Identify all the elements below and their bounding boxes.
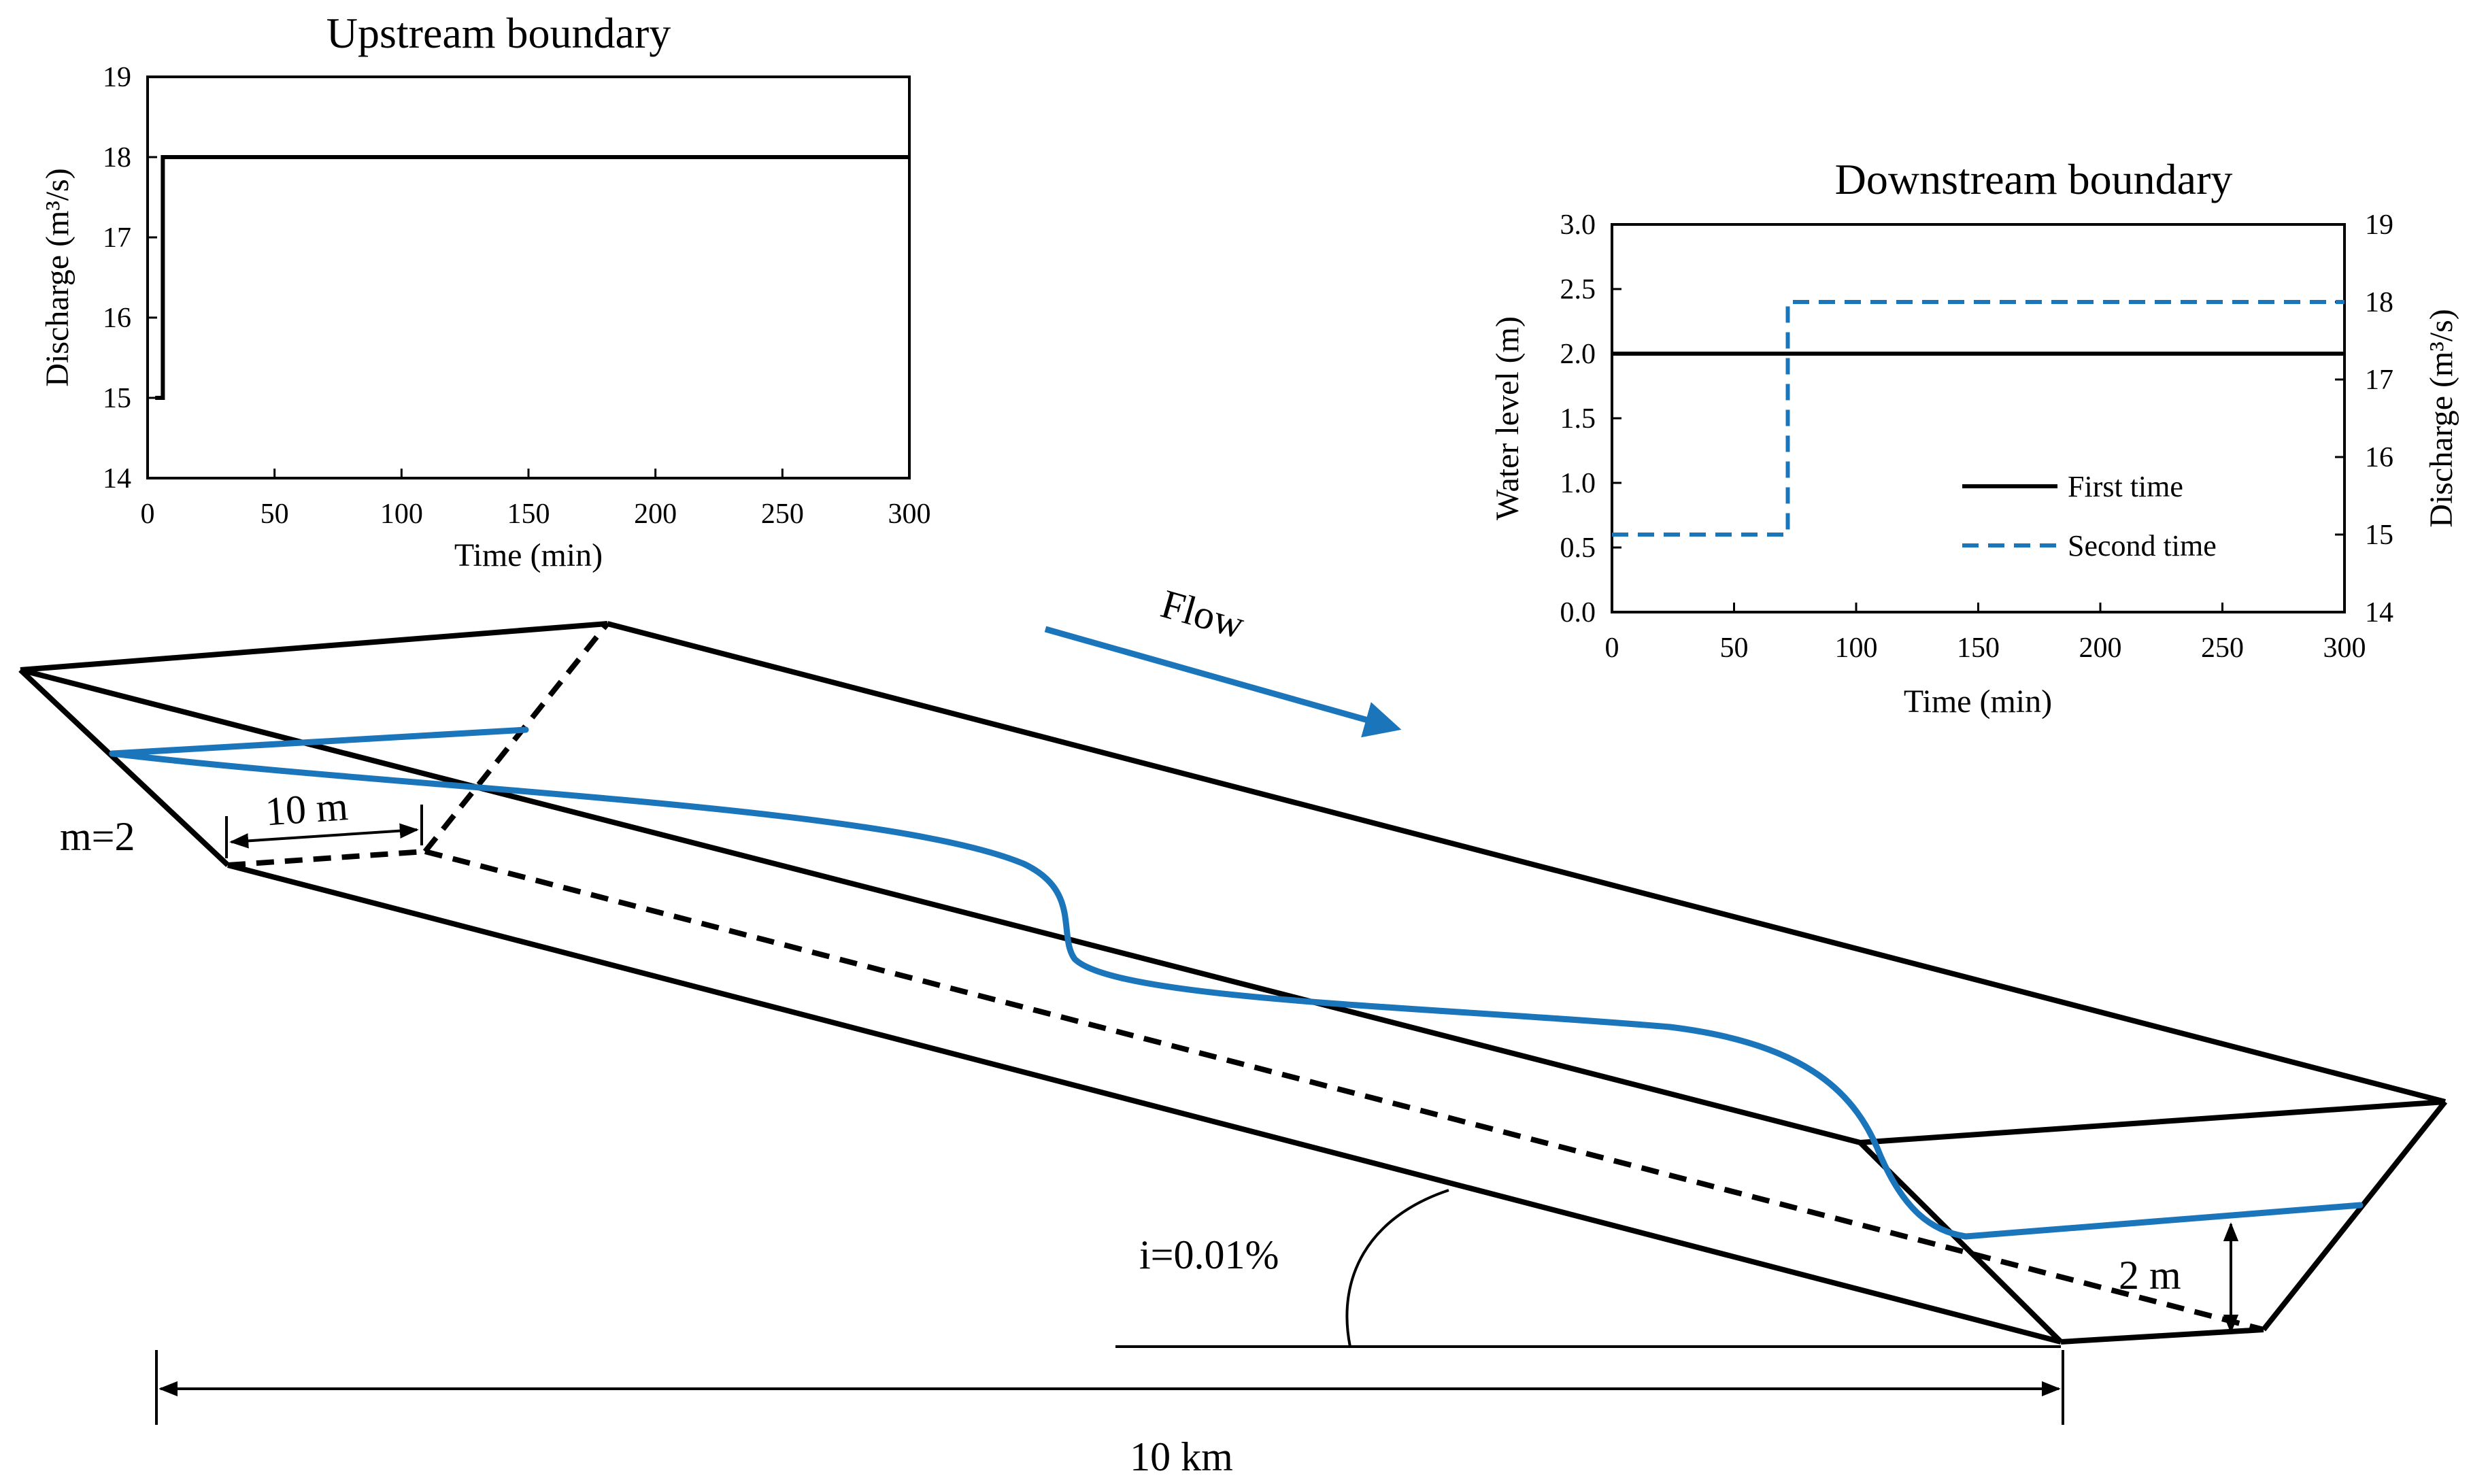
flow-arrow: [1044, 626, 1402, 738]
series-line-1: [1612, 300, 2344, 537]
legend: First time Second time: [1962, 470, 2217, 562]
upstream-boundary-chart: Upstream boundary 0 50 100 150 200 250 300 14 1…: [39, 9, 931, 573]
x-tick-label: 50: [1720, 633, 1749, 664]
y-tick-label: 17: [103, 222, 131, 254]
bottom-width-label: 10 m: [264, 783, 350, 834]
y-axis-label: Discharge (m³/s): [39, 168, 75, 386]
x-tick-label: 250: [2201, 633, 2244, 664]
y-tick-label: 19: [103, 62, 131, 93]
y2-tick-label: 18: [2365, 287, 2393, 318]
upstream-right-slope-dashed: [422, 622, 610, 854]
chart-title: Upstream boundary: [326, 9, 671, 57]
y2-tick-label: 14: [2365, 597, 2393, 628]
y-tick-label: 0.5: [1560, 533, 1596, 564]
y-tick-label: 16: [103, 303, 131, 334]
y-tick-label: 1.0: [1560, 468, 1596, 499]
y2-tick-label: 17: [2365, 365, 2393, 396]
length-dimension: [155, 1350, 2064, 1425]
y-tick-label: 2.0: [1560, 339, 1596, 370]
length-label: 10 km: [1130, 1434, 1233, 1479]
y-tick-label: 2.5: [1560, 274, 1596, 305]
x-tick-label: 200: [634, 499, 677, 530]
x-tick-label: 150: [1957, 633, 2000, 664]
slope-indicator: [1115, 1189, 2061, 1348]
bottom-width-dimension: [225, 805, 423, 858]
y-tick-label: 1.5: [1560, 403, 1596, 435]
series-line-0: [155, 155, 909, 400]
y-axis-label: Water level (m): [1490, 316, 1526, 520]
upstream-bottom-dashed: [227, 849, 426, 868]
y-tick-label: 15: [103, 383, 131, 414]
flow-label: Flow: [1156, 581, 1249, 647]
side-slope-label: m=2: [60, 814, 135, 859]
right-top-longitudinal-edge: [606, 621, 2447, 1104]
left-top-longitudinal-edge: [20, 667, 1861, 1145]
upstream-top-edge: [20, 621, 608, 673]
downstream-water-line: [1962, 1202, 2364, 1240]
upstream-left-slope: [18, 668, 230, 867]
x-axis-label: Time (min): [1904, 684, 2052, 720]
x-tick-label: 250: [761, 499, 804, 530]
depth-label: 2 m: [2119, 1253, 2181, 1298]
downstream-right-slope: [2261, 1100, 2448, 1332]
right-bottom-longitudinal-dashed: [424, 849, 2265, 1332]
y-tick-label: 18: [103, 142, 131, 173]
water-profile-curve: [109, 750, 1969, 1240]
x-tick-label: 150: [507, 499, 550, 530]
downstream-bottom-edge: [2060, 1327, 2264, 1345]
x-tick-label: 50: [260, 499, 289, 530]
water-surface: [109, 726, 2364, 1240]
x-tick-label: 300: [888, 499, 931, 530]
x-tick-label: 300: [2323, 633, 2366, 664]
x-tick-label: 200: [2079, 633, 2122, 664]
x-tick-label: 100: [1835, 633, 1878, 664]
left-bottom-longitudinal-edge: [226, 862, 2062, 1345]
legend-label-first-time: First time: [2068, 470, 2183, 503]
y2-tick-label: 15: [2365, 520, 2393, 551]
downstream-boundary-chart: Downstream boundary 0 50 100 150 200 250 300 0…: [1490, 155, 2459, 720]
plot-area: [1611, 223, 2346, 613]
x-axis-label: Time (min): [454, 537, 603, 573]
y-tick-label: 3.0: [1560, 209, 1596, 241]
slope-label: i=0.01%: [1139, 1232, 1279, 1277]
upstream-water-line: [109, 726, 529, 757]
y-tick-label: 14: [103, 463, 131, 494]
y2-tick-label: 16: [2365, 442, 2393, 473]
downstream-top-edge: [1860, 1099, 2446, 1145]
y2-tick-label: 19: [2365, 209, 2393, 241]
legend-label-second-time: Second time: [2068, 529, 2217, 562]
chart-title: Downstream boundary: [1835, 155, 2233, 203]
y-tick-label: 0.0: [1560, 597, 1596, 628]
plot-area: [146, 75, 911, 479]
y2-axis-label: Discharge (m³/s): [2423, 309, 2459, 527]
x-tick-label: 100: [380, 499, 423, 530]
x-tick-label: 0: [1605, 633, 1619, 664]
x-tick-label: 0: [141, 499, 155, 530]
downstream-left-slope: [1858, 1141, 2063, 1344]
